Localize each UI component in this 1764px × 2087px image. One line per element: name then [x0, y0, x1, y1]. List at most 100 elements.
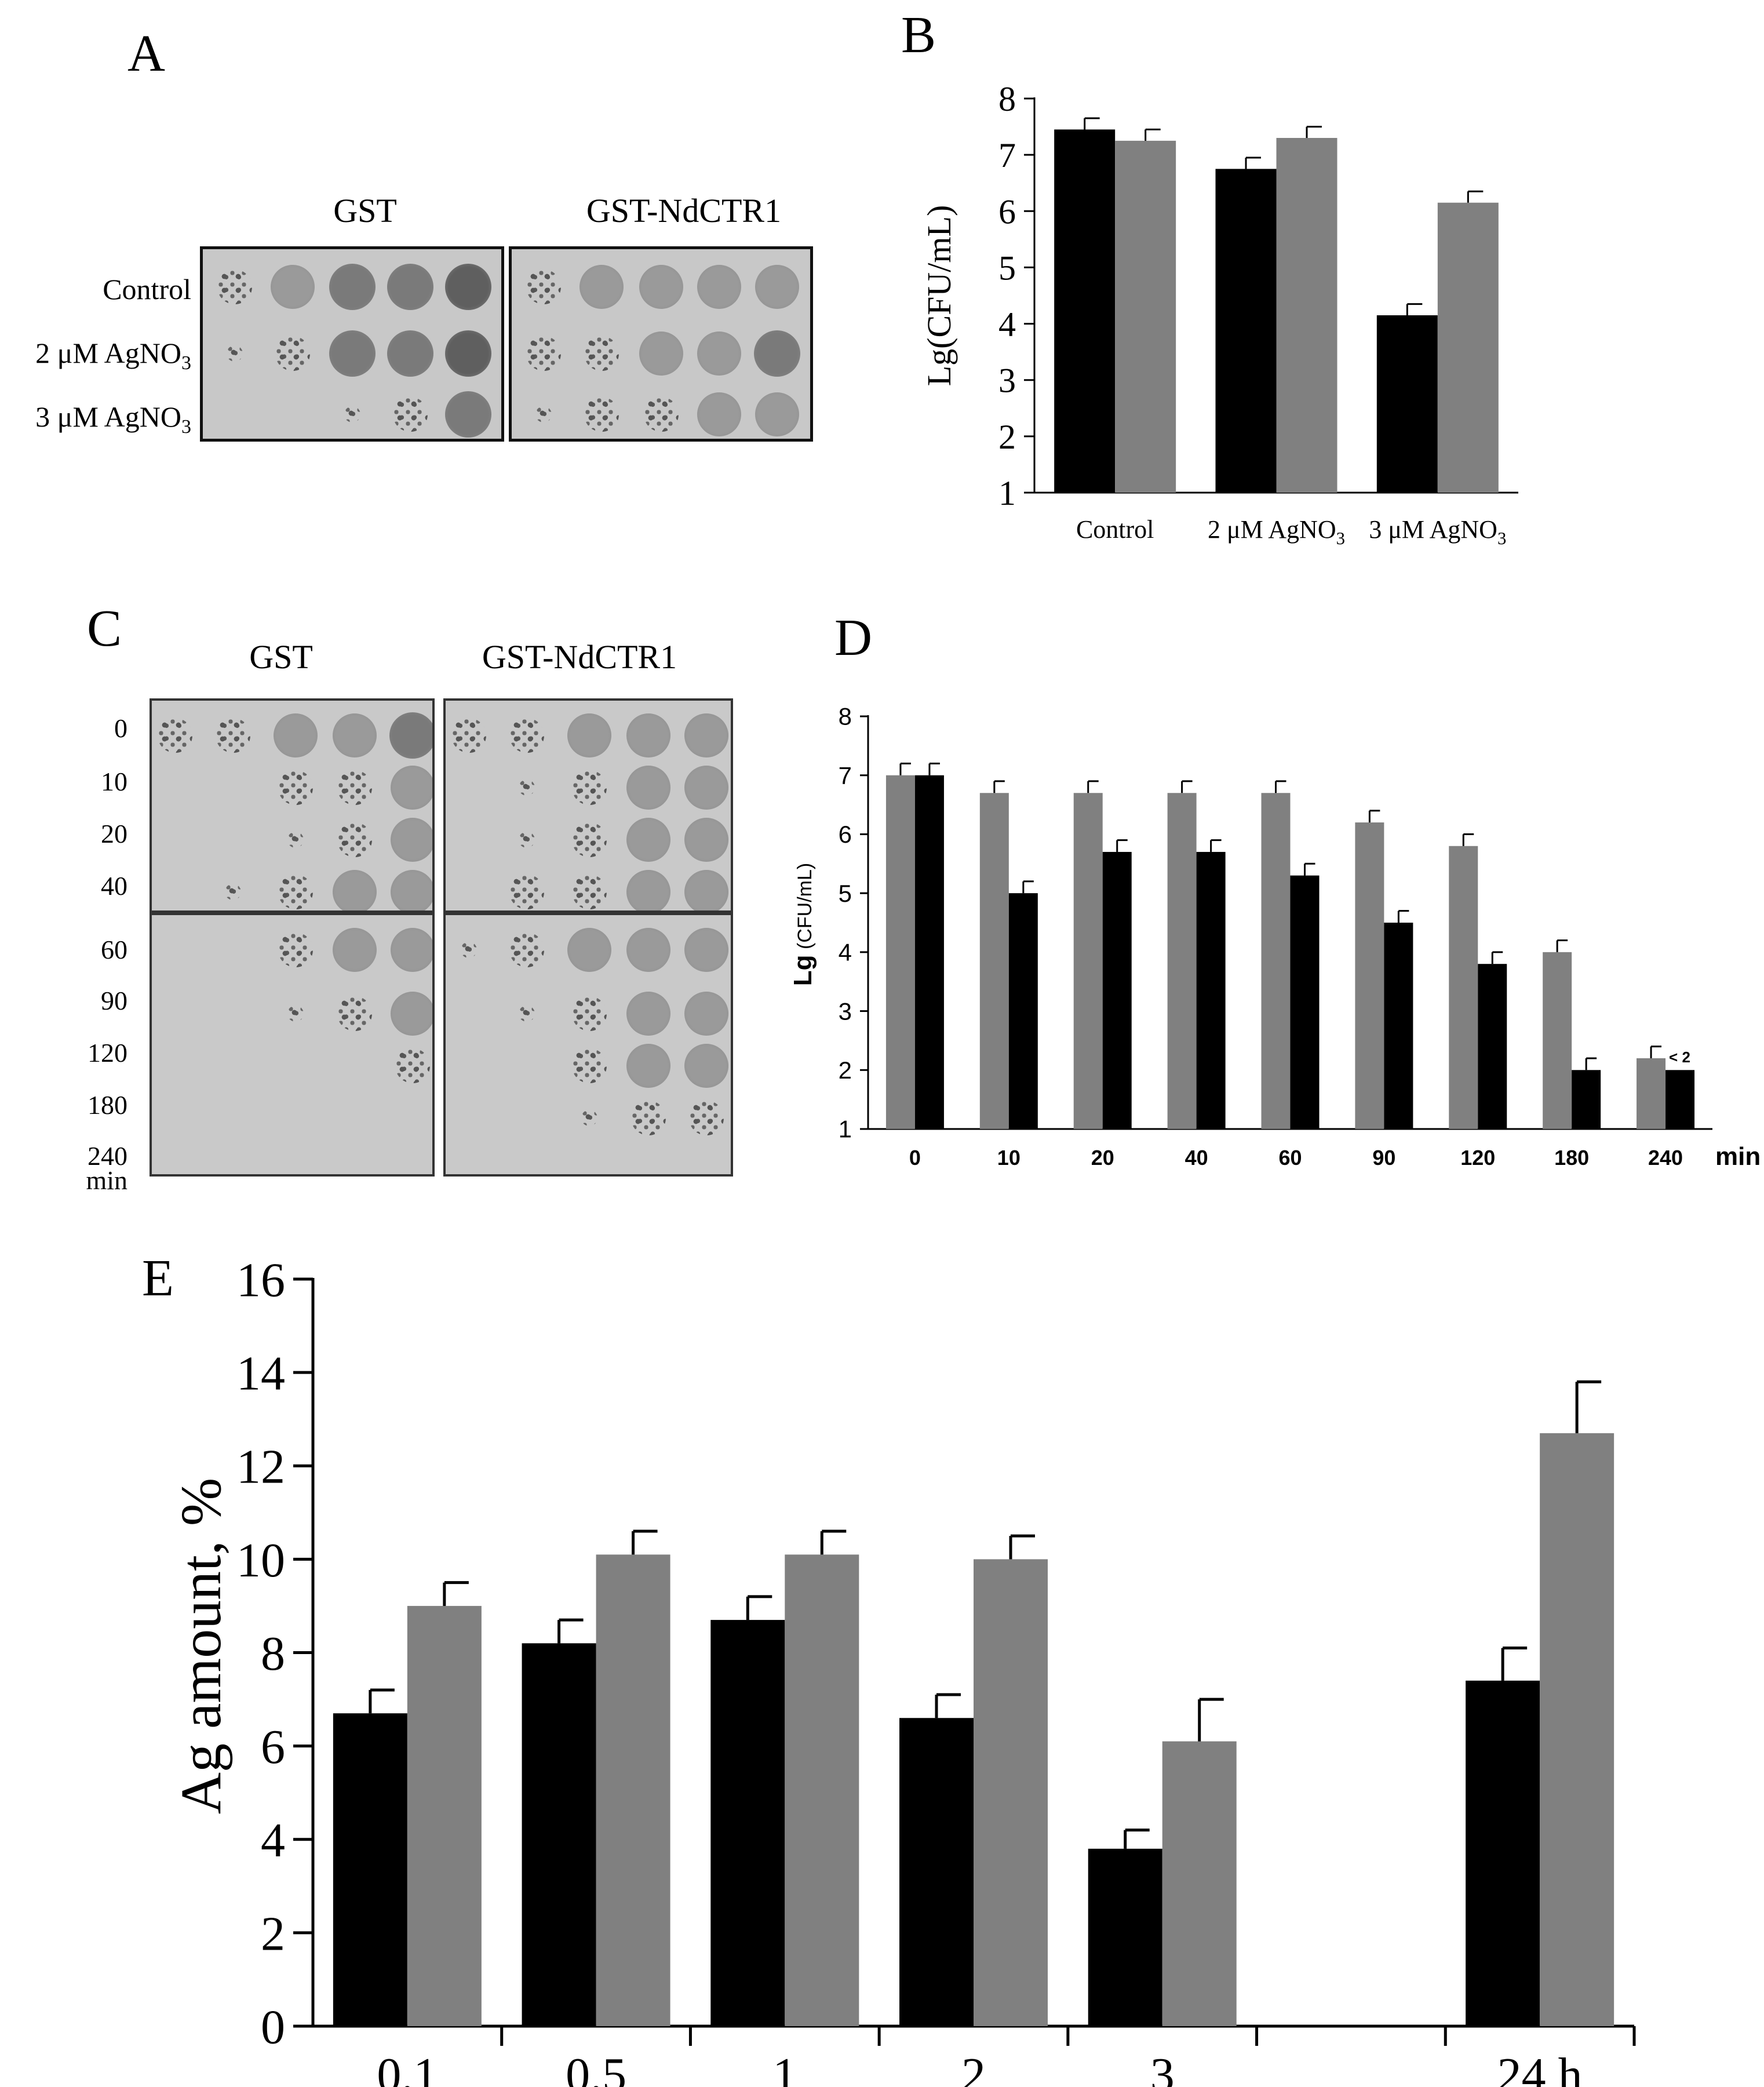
x-tick-label: 0 [909, 1146, 921, 1170]
colony-spot [572, 770, 607, 805]
bar [1665, 1070, 1695, 1129]
colony-spot [391, 870, 432, 910]
colony-spot [644, 397, 679, 432]
y-axis-label-rest: (CFU/mL) [794, 863, 816, 955]
x-tick-label: 20 [1091, 1146, 1114, 1170]
colony-spot [684, 870, 728, 910]
colony-spot [572, 1048, 607, 1083]
y-tick-label: 3 [998, 362, 1016, 400]
y-tick-label: 4 [839, 939, 852, 966]
y-tick-label: 7 [998, 136, 1016, 174]
panel-c-row-label: 0 [114, 713, 127, 743]
colony-spot [337, 822, 372, 857]
panel-a-plate-gst-ndctr1 [509, 246, 813, 442]
bar [522, 1643, 596, 2026]
bar [1008, 893, 1038, 1129]
x-tick-label: 0.5 [566, 2048, 626, 2087]
colony-spot [567, 713, 611, 757]
colony-spot [158, 718, 192, 753]
colony-spot [697, 265, 741, 309]
colony-spot [391, 992, 432, 1036]
colony-spot [445, 264, 491, 310]
colony-spot [287, 832, 304, 848]
panel-c-unit-min: min [86, 1165, 127, 1195]
y-tick-label: 6 [998, 192, 1016, 231]
x-tick-label: 180 [1554, 1146, 1589, 1170]
y-tick-label: 4 [998, 305, 1016, 344]
colony-spot [451, 718, 486, 753]
x-tick-label-subscript: 3 [1336, 529, 1345, 548]
bar [1215, 169, 1277, 493]
y-tick-label: 6 [839, 821, 852, 848]
colony-spot [626, 766, 670, 810]
colony-spot [572, 875, 607, 909]
y-tick-label: 8 [998, 80, 1016, 118]
bar [333, 1713, 407, 2026]
panel-a-header-gst-ndctr1: GST-NdCTR1 [586, 192, 782, 230]
colony-spot [631, 1101, 666, 1135]
colony-spot [581, 1110, 597, 1126]
panel-a-row-label-control: Control [103, 273, 191, 305]
panel-c-plate-gst-top [150, 698, 435, 913]
bar [1073, 793, 1103, 1129]
bar [1449, 846, 1478, 1129]
colony-spot [684, 928, 728, 972]
colony-spot [333, 928, 377, 972]
colony-spot [626, 992, 670, 1036]
panel-c-row-label: 240 [88, 1141, 127, 1171]
colony-spot [639, 332, 683, 376]
y-tick-label: 8 [839, 703, 852, 730]
bar [1543, 952, 1572, 1129]
chart-b: B 1 2 3 4 5 6 7 8 Control 2 μM AgNO3 3 μM AgNO3 Lg(C… [901, 6, 1518, 548]
x-tick-label: 240 [1648, 1146, 1683, 1170]
y-axis-label: Ag amount, % [169, 1478, 233, 1814]
colony-spot [626, 870, 670, 910]
colony-spot [225, 884, 241, 900]
colony-spot [754, 330, 800, 377]
bar [785, 1554, 859, 2026]
colony-spot [278, 770, 313, 805]
colony-spot [684, 1044, 728, 1088]
colony-spot [626, 818, 670, 862]
panel-a-row-label-3um: 3 μM AgNO3 [35, 400, 191, 438]
colony-spot [519, 780, 535, 796]
bar [914, 775, 944, 1129]
x-tick-label: 60 [1278, 1146, 1302, 1170]
colony-spot [333, 713, 377, 757]
bar [1384, 923, 1413, 1129]
bar [1261, 793, 1291, 1129]
bar [899, 1718, 974, 2026]
colony-spot [509, 718, 544, 753]
bar [1167, 793, 1197, 1129]
bar [1466, 1680, 1540, 2026]
x-tick-label: 120 [1460, 1146, 1495, 1170]
panel-c-plate-gst-bottom [150, 913, 435, 1177]
bar [974, 1559, 1048, 2026]
colony-spot [684, 766, 728, 810]
y-tick-label: 1 [839, 1116, 852, 1143]
colony-spot [519, 832, 535, 848]
colony-spot [393, 397, 428, 432]
colony-spot [227, 345, 243, 362]
colony-spot [572, 822, 607, 857]
y-tick-label: 4 [261, 1813, 285, 1867]
colony-spot [684, 713, 728, 757]
y-tick-label: 16 [236, 1253, 285, 1307]
x-axis-unit: min [1715, 1142, 1761, 1171]
bar [1572, 1070, 1601, 1129]
colony-spot [584, 397, 619, 432]
colony-spot [584, 336, 619, 371]
panel-c-plate-ndctr1-bottom [443, 913, 733, 1177]
y-tick-label: 2 [839, 1057, 852, 1084]
panel-c-header-gst-ndctr1: GST-NdCTR1 [482, 638, 677, 676]
panel-a-row-label-2um: 2 μM AgNO3 [35, 337, 191, 374]
panel-letter-a: A [127, 25, 165, 82]
colony-spot [697, 392, 741, 436]
panel-letter: E [142, 1250, 174, 1307]
bar [1355, 822, 1384, 1129]
colony-spot [755, 392, 799, 436]
colony-spot [287, 1006, 304, 1022]
bar [885, 775, 915, 1129]
x-tick-label: 10 [997, 1146, 1021, 1170]
